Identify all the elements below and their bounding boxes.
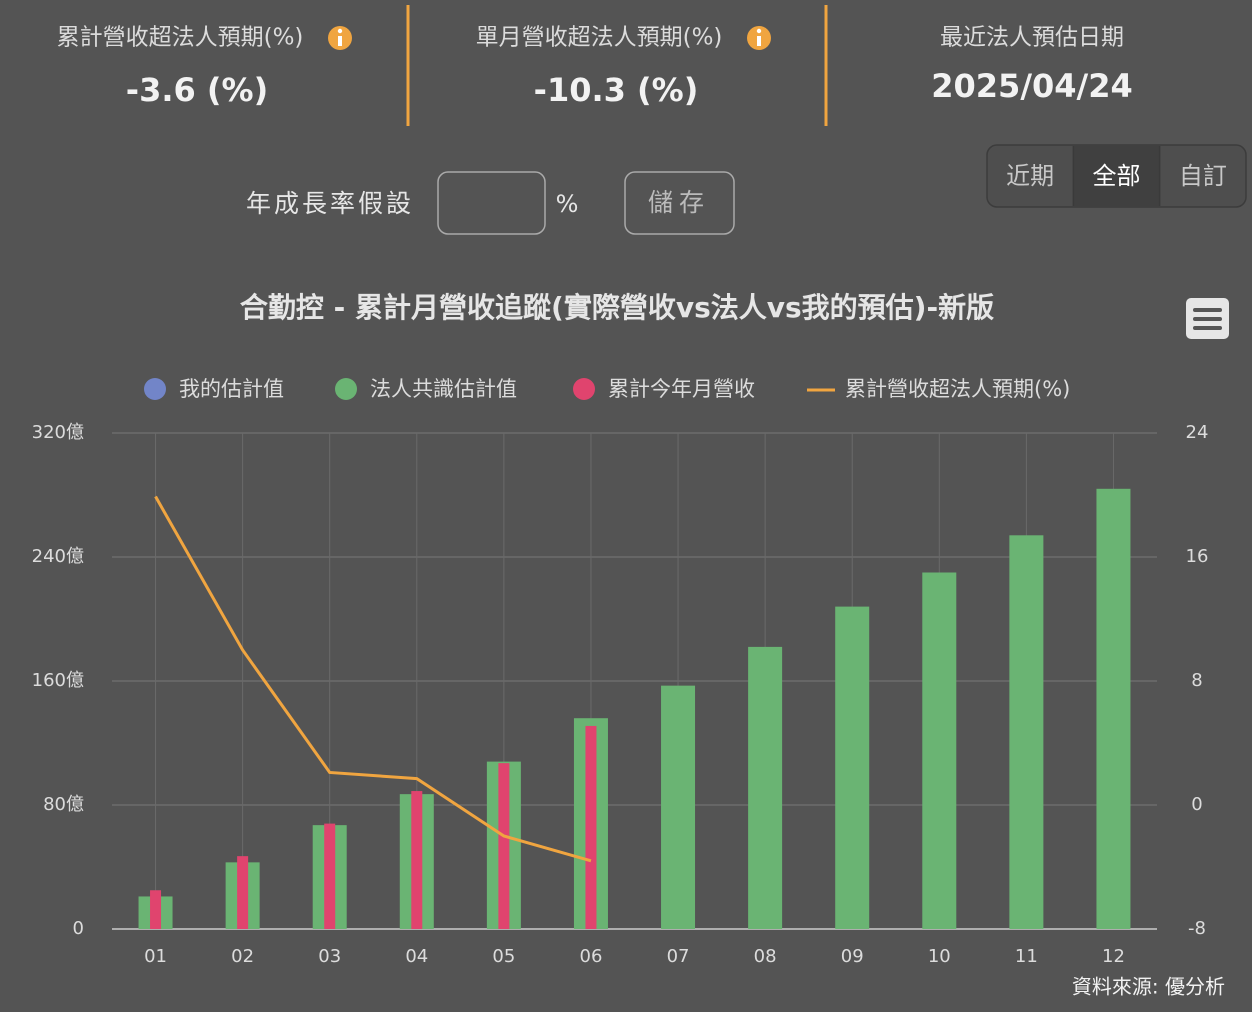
x-tick-label: 06 xyxy=(580,946,603,967)
x-tick-label: 09 xyxy=(841,946,864,967)
x-tick-label: 01 xyxy=(144,946,167,967)
bar xyxy=(411,791,423,929)
y-tick-label: 160億 xyxy=(32,670,84,691)
bar xyxy=(585,725,597,929)
x-tick-label: 07 xyxy=(667,946,690,967)
y-tick-label: 240億 xyxy=(32,546,84,567)
x-tick-label: 10 xyxy=(928,946,951,967)
stat-label: 單月營收超法人預期(%) xyxy=(476,25,723,51)
tab[interactable]: 自訂 xyxy=(1179,162,1227,190)
y-tick-label: 0 xyxy=(73,918,84,939)
bar xyxy=(922,572,957,929)
bar xyxy=(498,763,510,929)
y-tick-label: 320億 xyxy=(32,422,84,443)
y2-tick-label: -8 xyxy=(1188,918,1206,939)
y2-tick-label: 0 xyxy=(1191,794,1202,815)
legend-label[interactable]: 累計營收超法人預期(%) xyxy=(845,377,1070,401)
stat-label: 累計營收超法人預期(%) xyxy=(57,25,304,51)
save-button-label: 儲存 xyxy=(648,188,710,217)
bar xyxy=(661,685,696,929)
menu-icon[interactable] xyxy=(1186,298,1229,339)
source: 資料來源: 優分析 xyxy=(1072,975,1225,999)
stat-value: -3.6 (%) xyxy=(126,71,268,109)
unit: % xyxy=(556,190,579,218)
line xyxy=(154,495,592,863)
x-tick-label: 12 xyxy=(1102,946,1125,967)
legend-marker xyxy=(144,378,166,400)
growth-label: 年成長率假設 xyxy=(246,189,414,218)
legend-marker xyxy=(335,378,357,400)
bar xyxy=(237,856,249,929)
tab[interactable]: 近期 xyxy=(1006,162,1054,190)
bar xyxy=(748,646,783,929)
bar xyxy=(324,823,336,929)
tab-active xyxy=(1073,146,1160,206)
y2-tick-label: 16 xyxy=(1186,546,1209,567)
x-tick-label: 02 xyxy=(231,946,254,967)
x-tick-label: 11 xyxy=(1015,946,1038,967)
legend-label[interactable]: 累計今年月營收 xyxy=(608,377,755,401)
info-icon[interactable] xyxy=(747,26,771,50)
growth-input[interactable] xyxy=(437,171,546,235)
x-tick-label: 08 xyxy=(754,946,777,967)
bar xyxy=(835,606,870,929)
legend-label[interactable]: 我的估計值 xyxy=(179,377,284,401)
legend-marker xyxy=(573,378,595,400)
bar xyxy=(1009,535,1044,929)
y-tick-label: 80億 xyxy=(43,794,84,815)
legend-label[interactable]: 法人共識估計值 xyxy=(370,377,517,401)
y2-tick-label: 24 xyxy=(1186,422,1209,443)
stat-value: 2025/04/24 xyxy=(931,67,1133,105)
save-button[interactable] xyxy=(624,171,735,235)
info-icon[interactable] xyxy=(328,26,352,50)
stat-value: -10.3 (%) xyxy=(534,71,699,109)
chart-title: 合勤控 - 累計月營收追蹤(實際營收vs法人vs我的預估)-新版 xyxy=(240,291,994,324)
x-tick-label: 04 xyxy=(405,946,428,967)
bar xyxy=(150,890,162,929)
stat-label: 最近法人預估日期 xyxy=(940,25,1124,51)
bar xyxy=(1096,488,1131,929)
y2-tick-label: 8 xyxy=(1191,670,1202,691)
tab[interactable]: 全部 xyxy=(1093,162,1141,190)
x-tick-label: 05 xyxy=(492,946,515,967)
x-tick-label: 03 xyxy=(318,946,341,967)
